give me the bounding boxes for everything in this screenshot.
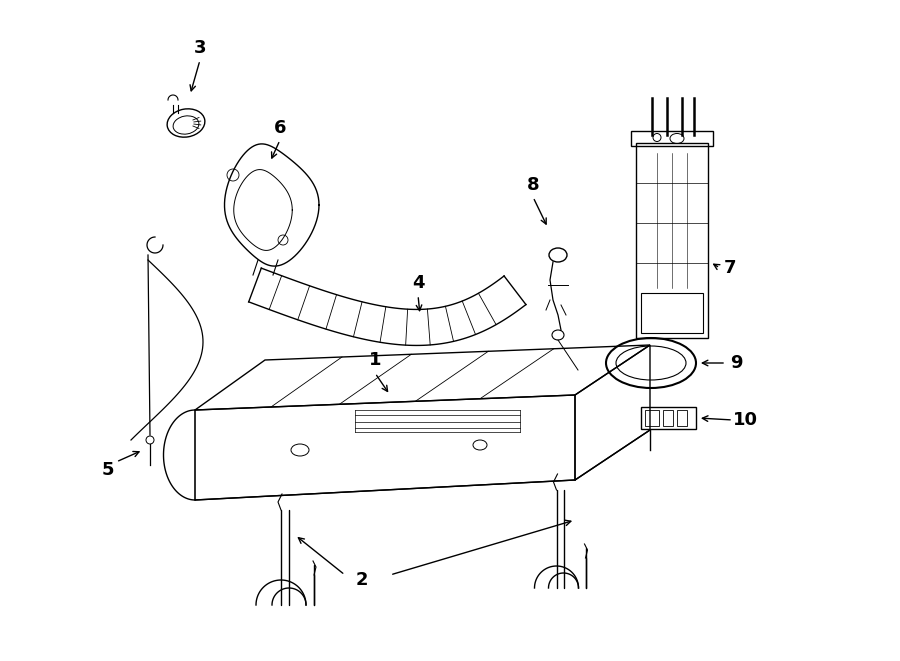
Bar [631, 130, 713, 145]
Text: 8: 8 [526, 176, 539, 194]
Text: 3: 3 [194, 39, 206, 57]
Bar [636, 143, 708, 338]
Text: 9: 9 [730, 354, 742, 372]
Bar [641, 293, 703, 332]
Text: 7: 7 [724, 259, 736, 277]
Text: 10: 10 [733, 411, 758, 429]
Text: 2: 2 [356, 571, 368, 589]
Text: 4: 4 [412, 274, 424, 292]
Bar [644, 410, 659, 426]
Bar [662, 410, 672, 426]
Text: 6: 6 [274, 119, 286, 137]
Bar [641, 407, 696, 429]
Text: 1: 1 [369, 351, 382, 369]
Bar [677, 410, 687, 426]
Text: 5: 5 [102, 461, 114, 479]
